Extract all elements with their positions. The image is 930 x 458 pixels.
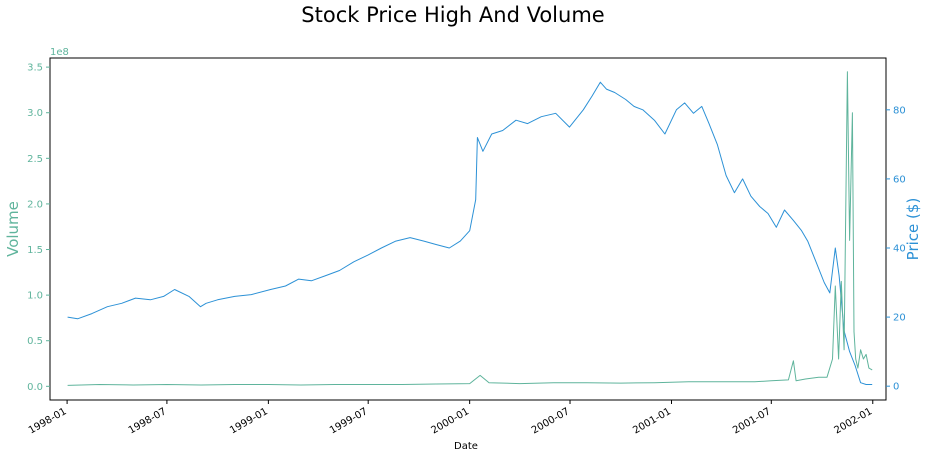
x-axis: 1998-01 1998-07 1999-01 1999-07 2000-01 2000-… bbox=[27, 400, 874, 436]
y-axis-right: 0 20 40 60 80 bbox=[886, 105, 906, 393]
y-axis-left-label: Volume bbox=[4, 201, 22, 257]
x-tick-label: 2001-07 bbox=[731, 406, 773, 436]
x-tick-label: 1999-07 bbox=[328, 406, 370, 436]
y-left-tick-label: 1.5 bbox=[27, 245, 43, 256]
y-left-tick-label: 3.0 bbox=[27, 108, 43, 119]
volume-series-line bbox=[67, 71, 873, 386]
x-tick-label: 2001-01 bbox=[631, 406, 673, 436]
y-right-tick-label: 60 bbox=[893, 174, 906, 185]
y-right-tick-label: 40 bbox=[893, 244, 906, 255]
x-axis-label: Date bbox=[454, 441, 478, 452]
y-left-tick-label: 2.0 bbox=[27, 199, 43, 210]
x-tick-label: 1998-01 bbox=[27, 406, 69, 436]
left-axis-offset-label: 1e8 bbox=[50, 47, 69, 58]
x-tick-label: 2000-01 bbox=[429, 406, 471, 436]
y-left-tick-label: 3.5 bbox=[27, 63, 43, 74]
y-axis-left: 0.0 0.5 1.0 1.5 2.0 2.5 3.0 3.5 bbox=[27, 63, 50, 393]
y-right-tick-label: 80 bbox=[893, 105, 906, 116]
price-series-line bbox=[67, 81, 873, 385]
x-tick-label: 1998-07 bbox=[127, 406, 169, 436]
y-left-tick-label: 0.0 bbox=[27, 382, 43, 393]
y-left-tick-label: 2.5 bbox=[27, 154, 43, 165]
y-left-tick-label: 1.0 bbox=[27, 291, 43, 302]
y-axis-right-label: Price ($) bbox=[904, 198, 922, 261]
chart-title: Stock Price High And Volume bbox=[301, 3, 604, 27]
y-left-tick-label: 0.5 bbox=[27, 336, 43, 347]
x-tick-label: 2000-07 bbox=[530, 406, 572, 436]
y-right-tick-label: 0 bbox=[893, 382, 899, 393]
x-tick-label: 2002-01 bbox=[833, 406, 875, 436]
series-layer bbox=[67, 71, 873, 386]
y-right-tick-label: 20 bbox=[893, 313, 906, 324]
x-tick-label: 1999-01 bbox=[228, 406, 270, 436]
plot-frame bbox=[49, 57, 887, 401]
